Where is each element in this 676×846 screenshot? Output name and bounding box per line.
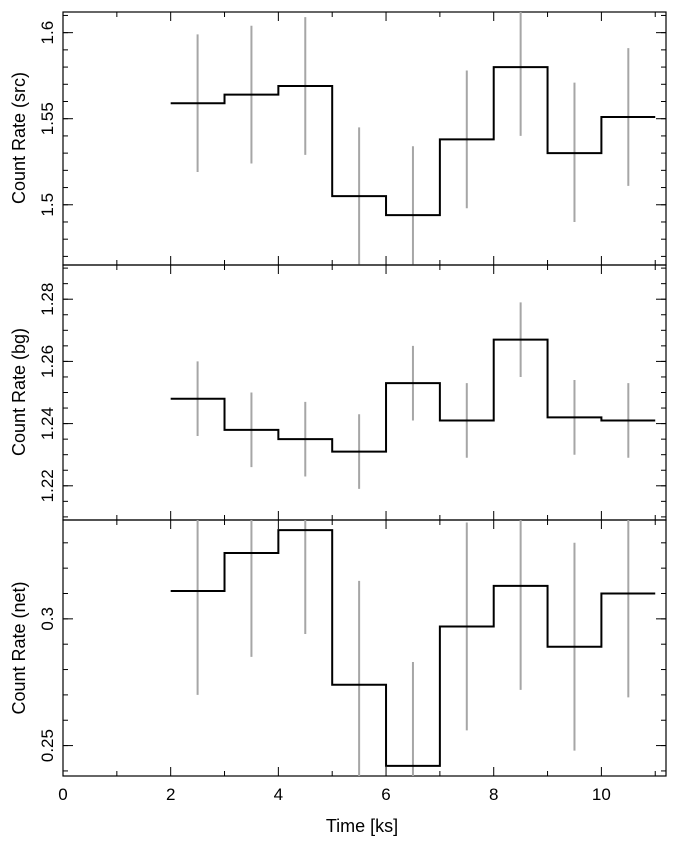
bg-rate-panel: Count Rate (bg) 1.22 1.24 1.26 1.28 (9, 264, 667, 521)
bg-y-tick-label: 1.24 (38, 407, 57, 440)
bg-step-line (170, 338, 656, 453)
net-y-tick-label: 0.25 (38, 729, 57, 762)
bg-y-tick-label: 1.22 (38, 469, 57, 502)
src-y-tick-label: 1.5 (38, 193, 57, 217)
bg-y-tick-label: 1.26 (38, 345, 57, 378)
net-plot-frame (62, 519, 667, 777)
src-plot-frame (62, 11, 667, 266)
src-rate-panel: Count Rate (src) 1.5 1.55 1.6 (9, 11, 667, 266)
src-ylabel: Count Rate (src) (9, 72, 29, 204)
x-tick-label: 0 (58, 785, 67, 804)
bg-y-tick-label: 1.28 (38, 283, 57, 316)
net-step-line (170, 529, 656, 767)
src-y-tick-label: 1.55 (38, 102, 57, 135)
bg-plot-frame (62, 264, 667, 521)
net-y-tick-label: 0.3 (38, 607, 57, 631)
src-y-tick-label: 1.6 (38, 21, 57, 45)
x-tick-label: 2 (166, 785, 175, 804)
x-tick-label: 4 (274, 785, 283, 804)
x-tick-label: 8 (489, 785, 498, 804)
net-ylabel: Count Rate (net) (9, 581, 29, 714)
x-tick-label: 10 (592, 785, 611, 804)
src-step-line (170, 66, 656, 217)
net-rate-panel: Count Rate (net) Time [ks] 0.25 0.3 0 2 4 6 8 1… (9, 519, 667, 836)
x-tick-label: 6 (381, 785, 390, 804)
bg-ylabel: Count Rate (bg) (9, 328, 29, 456)
x-axis-label: Time [ks] (326, 816, 398, 836)
